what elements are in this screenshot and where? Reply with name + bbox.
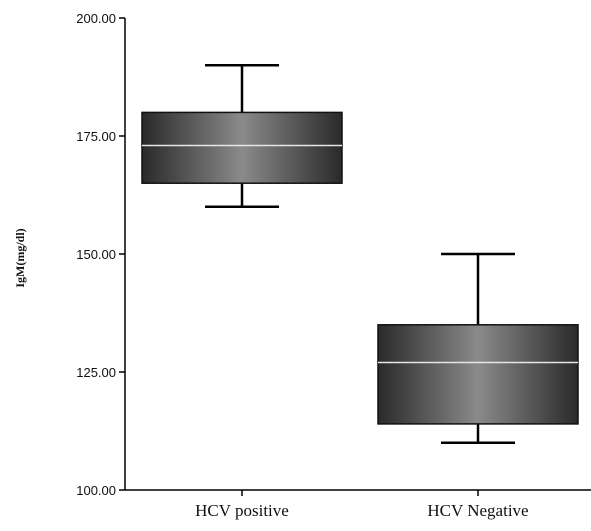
box-group xyxy=(377,252,579,445)
y-tick-label: 100.00 xyxy=(76,483,116,498)
axes xyxy=(119,17,591,496)
y-tick-label: 150.00 xyxy=(76,247,116,262)
y-tick-label: 175.00 xyxy=(76,129,116,144)
box-group xyxy=(141,63,343,209)
box-iqr xyxy=(377,324,579,425)
box-iqr xyxy=(141,111,343,184)
x-tick-label: HCV Negative xyxy=(427,501,528,520)
x-tick-label: HCV positive xyxy=(195,501,289,520)
y-tick-label: 200.00 xyxy=(76,11,116,26)
y-axis-title: IgM(mg/dl) xyxy=(13,228,27,287)
y-tick-label: 125.00 xyxy=(76,365,116,380)
labels: 100.00 125.00 150.00 175.00 200.00 HCV positi… xyxy=(76,11,528,520)
boxes xyxy=(141,63,579,445)
